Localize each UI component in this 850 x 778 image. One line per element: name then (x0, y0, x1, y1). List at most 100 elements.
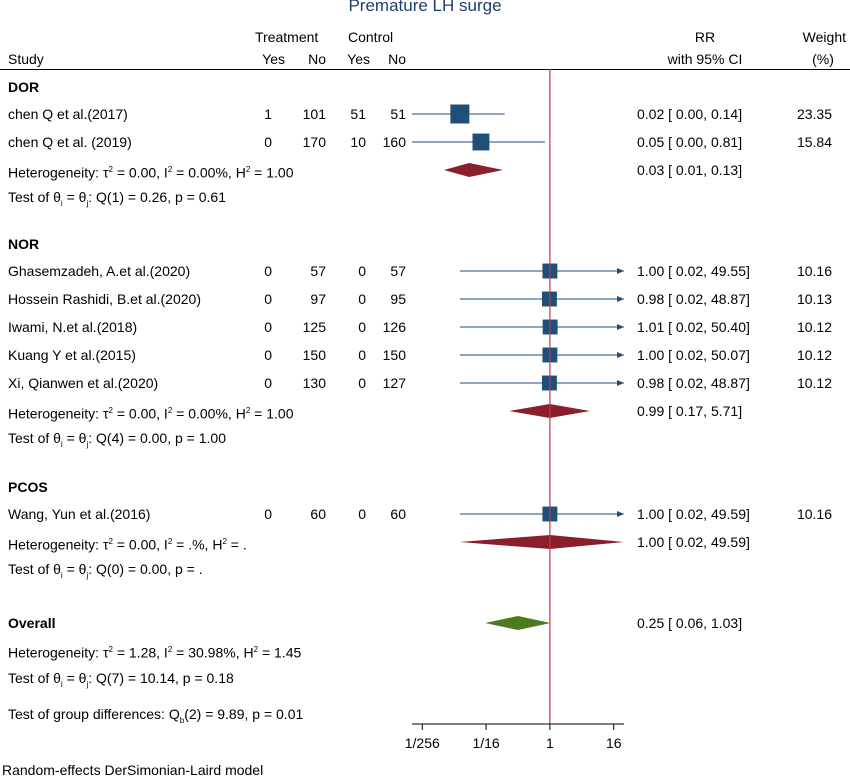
study-weight: 10.12 (796, 347, 832, 363)
test-sub2: j (86, 439, 89, 449)
study-name: chen Q et al. (2019) (8, 134, 132, 150)
study-ci-line-arrow (617, 324, 624, 330)
x-axis-tick-label: 1/16 (472, 735, 499, 751)
study-rr-ci: 0.05 [ 0.00, 0.81] (637, 134, 743, 150)
test-rest: : Q(1) = 0.26, p = 0.61 (88, 189, 226, 205)
header-control: Control (348, 29, 394, 45)
study-rr-ci: 1.00 [ 0.02, 50.07] (637, 347, 750, 363)
test-mid: = θ (62, 670, 87, 686)
study-weight: 10.12 (796, 319, 832, 335)
het-h-val: = 1.00 (250, 164, 294, 181)
het-tau-val: = 0.00, (112, 536, 164, 553)
header-rule (0, 69, 850, 70)
study-ci-line-arrow (617, 511, 624, 517)
control-yes: 0 (358, 263, 366, 279)
control-yes: 0 (358, 506, 366, 522)
test-prefix: Test of θ (8, 561, 61, 577)
het-i-val: = 0.00%, (172, 164, 236, 181)
header-weight-unit: (%) (812, 51, 834, 67)
test-pcos: Test of θi = θj: Q(0) = 0.00, p = . (8, 561, 203, 584)
header-weight: Weight (802, 29, 846, 45)
test-group-differences: Test of group differences: Qb(2) = 9.89,… (8, 706, 303, 729)
x-axis-tick-label: 16 (606, 735, 622, 751)
het-i-sup: 2 (167, 165, 173, 174)
heterogeneity-nor: Heterogeneity: τ2 = 0.00, I2 = 0.00%, H2… (8, 403, 293, 422)
heterogeneity-pcos: Heterogeneity: τ2 = 0.00, I2 = .%, H2 = … (8, 534, 247, 553)
het-h: H (235, 405, 246, 422)
x-axis-tick-label: 1/256 (405, 735, 440, 751)
test-mid: = θ (62, 189, 87, 205)
test-overall: Test of θi = θj: Q(7) = 10.14, p = 0.18 (8, 670, 234, 693)
het-h-val: = . (226, 536, 247, 553)
header-rr: RR (694, 29, 716, 45)
group-test-prefix: Test of group differences: Q (8, 706, 180, 722)
het-prefix: Heterogeneity: (8, 405, 103, 422)
treatment-yes: 0 (264, 263, 272, 279)
group-test-sub: b (179, 715, 185, 725)
header-treatment: Treatment (255, 29, 319, 45)
het-tau: τ (102, 536, 109, 553)
header-study: Study (8, 51, 44, 67)
control-yes: 10 (350, 134, 366, 150)
study-weight: 10.12 (796, 375, 832, 391)
het-i: I (163, 164, 168, 181)
study-name: Wang, Yun et al.(2016) (8, 506, 151, 522)
group-label-nor: NOR (8, 236, 40, 252)
treatment-no: 170 (302, 134, 326, 150)
het-h: H (212, 536, 223, 553)
het-i-sup: 2 (167, 406, 173, 415)
test-mid: = θ (62, 561, 87, 577)
study-weight: 10.13 (796, 291, 832, 307)
test-rest: : Q(7) = 10.14, p = 0.18 (88, 670, 234, 686)
pooled-diamond-dor (443, 163, 503, 177)
control-yes: 51 (350, 106, 366, 122)
het-i-val: = .%, (172, 536, 213, 553)
het-h: H (243, 644, 254, 661)
het-i: I (163, 536, 168, 553)
study-rr-ci: 1.00 [ 0.02, 49.55] (637, 263, 750, 279)
het-tau-val: = 0.00, (112, 405, 164, 422)
study-name: Kuang Y et al.(2015) (8, 347, 136, 363)
treatment-no: 97 (310, 291, 326, 307)
test-prefix: Test of θ (8, 189, 61, 205)
treatment-no: 60 (310, 506, 326, 522)
het-i-sup: 2 (167, 645, 173, 654)
study-ci-line-arrow (617, 380, 624, 386)
het-h-sup: 2 (253, 645, 259, 654)
study-weight: 10.16 (796, 506, 832, 522)
header-c-no: No (388, 51, 406, 67)
test-rest: : Q(4) = 0.00, p = 1.00 (88, 430, 226, 446)
group-test-rest: (2) = 9.89, p = 0.01 (184, 706, 304, 722)
het-h-val: = 1.00 (250, 405, 294, 422)
test-sub1: i (60, 570, 63, 580)
study-weight: 15.84 (796, 134, 832, 150)
treatment-yes: 1 (264, 106, 272, 122)
study-ci-line-arrow (617, 268, 624, 274)
treatment-no: 57 (310, 263, 326, 279)
control-yes: 0 (358, 347, 366, 363)
overall-label: Overall (8, 615, 56, 631)
treatment-yes: 0 (264, 375, 272, 391)
treatment-no: 150 (302, 347, 326, 363)
het-h-sup: 2 (245, 165, 251, 174)
het-h: H (235, 164, 246, 181)
treatment-no: 125 (302, 319, 326, 335)
control-no: 126 (382, 319, 406, 335)
het-tau-sup: 2 (108, 537, 113, 546)
study-rr-ci: 1.01 [ 0.02, 50.40] (637, 319, 750, 335)
treatment-yes: 0 (264, 347, 272, 363)
group-label-pcos: PCOS (8, 479, 48, 495)
het-prefix: Heterogeneity: (8, 644, 103, 661)
group-label-dor: DOR (8, 79, 40, 95)
het-h-val: = 1.45 (258, 644, 302, 661)
het-tau-sup: 2 (108, 406, 113, 415)
study-weight: 10.16 (796, 263, 832, 279)
treatment-yes: 0 (264, 134, 272, 150)
control-no: 160 (382, 134, 406, 150)
test-sub1: i (60, 198, 63, 208)
test-mid: = θ (62, 430, 87, 446)
test-sub2: j (86, 679, 89, 689)
heterogeneity-overall: Heterogeneity: τ2 = 1.28, I2 = 30.98%, H… (8, 642, 301, 661)
test-dor: Test of θi = θj: Q(1) = 0.26, p = 0.61 (8, 189, 226, 212)
pooled-rr-ci-dor: 0.03 [ 0.01, 0.13] (637, 162, 743, 178)
